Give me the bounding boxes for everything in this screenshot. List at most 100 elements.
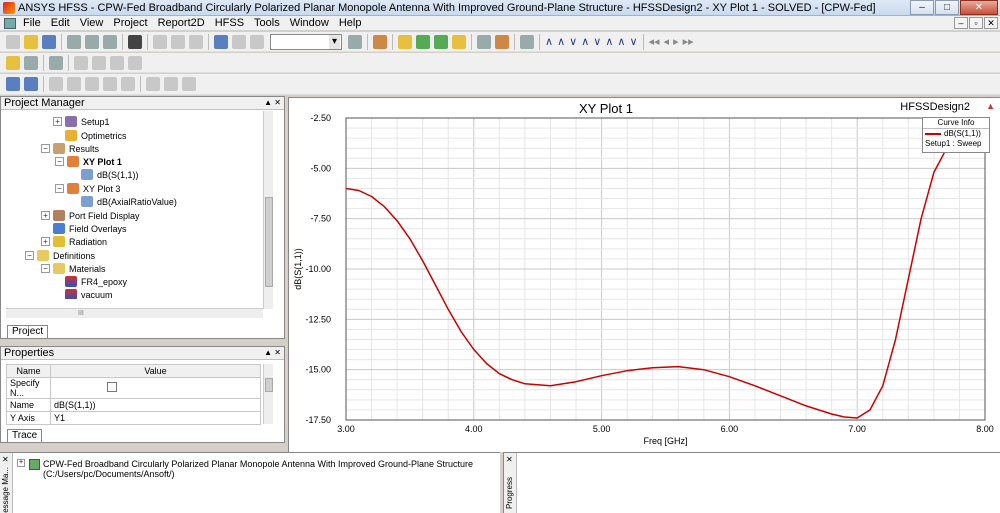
tree-item-radiation[interactable]: + Radiation xyxy=(41,235,107,248)
table-row[interactable]: Name dB(S(1,1)) xyxy=(6,398,261,412)
message-project-entry[interactable]: + CPW-Fed Broadband Circularly Polarized… xyxy=(17,459,473,479)
specify-name-checkbox[interactable] xyxy=(107,382,117,392)
tree-expander[interactable]: + xyxy=(41,211,50,220)
radiation-icon[interactable] xyxy=(452,34,466,49)
marker-right-peak-icon[interactable]: ∧ xyxy=(617,35,626,48)
mdi-minimize-button[interactable]: – xyxy=(954,17,968,29)
table-row[interactable]: Specify N... xyxy=(6,377,261,399)
previous-icon[interactable]: ◂ xyxy=(663,35,670,48)
new-file-icon[interactable] xyxy=(6,34,20,49)
show-icon[interactable] xyxy=(74,55,88,70)
select-by-name-icon[interactable] xyxy=(232,34,246,49)
tree-expander[interactable]: + xyxy=(53,117,62,126)
tree-item-fr4-epoxy[interactable]: FR4_epoxy xyxy=(65,275,127,288)
hide-all-icon[interactable] xyxy=(128,55,142,70)
tree-expander[interactable]: − xyxy=(55,157,64,166)
panel-header-buttons[interactable]: ▲ ✕ xyxy=(264,98,281,107)
tab-trace[interactable]: Trace xyxy=(7,429,43,442)
zoom-in-icon[interactable] xyxy=(103,77,117,91)
tree-item-definitions[interactable]: − Definitions xyxy=(25,249,95,262)
tree-item-materials[interactable]: − Materials xyxy=(41,262,106,275)
tree-expander[interactable]: + xyxy=(41,237,50,246)
marker-all-peaks-icon[interactable]: ∧ xyxy=(581,35,590,48)
fit-selection-icon[interactable] xyxy=(164,77,178,91)
curve-info-legend[interactable]: Curve Info dB(S(1,1)) Setup1 : Sweep xyxy=(922,117,990,153)
paste-icon[interactable] xyxy=(103,34,117,49)
pan-icon[interactable] xyxy=(49,77,63,91)
menu-view[interactable]: View xyxy=(79,17,104,29)
tree-item-field-overlays[interactable]: Field Overlays xyxy=(53,222,127,235)
tree-expander[interactable]: − xyxy=(41,264,50,273)
menu-hfss[interactable]: HFSS xyxy=(214,17,245,29)
tree-item-optimetrics[interactable]: Optimetrics xyxy=(53,129,127,142)
marker-next-peak-icon[interactable]: ∧ xyxy=(557,35,566,48)
undo-icon[interactable] xyxy=(171,34,185,49)
copy-icon[interactable] xyxy=(85,34,99,49)
tree-item-trace-s11[interactable]: dB(S(1,1)) xyxy=(81,168,139,181)
zoom-out-icon[interactable] xyxy=(121,77,135,91)
scrollbar-thumb[interactable] xyxy=(265,378,273,392)
tree-item-xy-plot-1[interactable]: − XY Plot 1 xyxy=(55,155,122,168)
tree-item-vacuum[interactable]: vacuum xyxy=(65,288,113,299)
minimize-button[interactable]: – xyxy=(910,0,934,15)
menu-report2d[interactable]: Report2D xyxy=(157,17,205,29)
scrollbar-thumb[interactable] xyxy=(265,197,273,287)
marker-left-min-icon[interactable]: ∨ xyxy=(629,35,638,48)
table-row[interactable]: Y Axis Y1 xyxy=(6,411,261,425)
marker-peak-icon[interactable]: ∧ xyxy=(545,35,554,48)
results-icon[interactable] xyxy=(416,34,430,49)
menu-project[interactable]: Project xyxy=(113,17,148,29)
menu-help[interactable]: Help xyxy=(338,17,362,29)
menu-window[interactable]: Window xyxy=(289,17,329,29)
rotate-icon[interactable] xyxy=(24,77,38,91)
document-icon[interactable] xyxy=(4,17,16,29)
rotate-view-icon[interactable] xyxy=(67,77,81,91)
last-icon[interactable]: ▸▸ xyxy=(682,35,694,48)
tree-item-trace-axial-ratio[interactable]: dB(AxialRatioValue) xyxy=(81,195,177,208)
dynamic-zoom-icon[interactable] xyxy=(85,77,99,91)
tree-horizontal-scrollbar[interactable]: III xyxy=(6,308,263,318)
menu-file[interactable]: File xyxy=(23,17,41,29)
data-table-icon[interactable] xyxy=(520,34,534,49)
view-icon[interactable] xyxy=(49,55,63,70)
cut-icon[interactable] xyxy=(67,34,81,49)
tree-item-xy-plot-3[interactable]: − XY Plot 3 xyxy=(55,182,120,195)
select-face-icon[interactable] xyxy=(24,55,38,70)
orient-icon[interactable] xyxy=(6,77,20,91)
field-overlay-icon[interactable] xyxy=(434,34,448,49)
show-all-icon[interactable] xyxy=(110,55,124,70)
print-icon[interactable] xyxy=(128,34,142,49)
tree-item-port-field-display[interactable]: + Port Field Display xyxy=(41,209,140,222)
mdi-restore-button[interactable]: ▫ xyxy=(969,17,983,29)
tree-item-setup1[interactable]: + Setup1 xyxy=(53,115,110,128)
select-icon[interactable] xyxy=(214,34,228,49)
object-select-combo[interactable] xyxy=(270,33,342,50)
tree-item-results[interactable]: − Results xyxy=(41,142,99,155)
tab-project[interactable]: Project xyxy=(7,325,49,338)
property-value[interactable]: dB(S(1,1)) xyxy=(50,398,261,412)
marker-left-peak-icon[interactable]: ∧ xyxy=(605,35,614,48)
property-value[interactable]: Y1 xyxy=(50,411,261,425)
menu-edit[interactable]: Edit xyxy=(50,17,70,29)
redo-icon[interactable] xyxy=(189,34,203,49)
open-folder-icon[interactable] xyxy=(24,34,38,49)
delete-icon[interactable] xyxy=(153,34,167,49)
message-manager-close[interactable]: ✕ xyxy=(2,455,9,464)
select-object-icon[interactable] xyxy=(6,55,20,70)
axis-icon[interactable] xyxy=(182,77,196,91)
report-icon[interactable] xyxy=(495,34,509,49)
analyze-icon[interactable] xyxy=(398,34,412,49)
model-dropdown-icon[interactable] xyxy=(250,34,264,49)
maximize-button[interactable]: □ xyxy=(935,0,959,15)
mdi-close-button[interactable]: ✕ xyxy=(984,17,998,29)
tree-vertical-scrollbar[interactable] xyxy=(263,111,273,309)
progress-close[interactable]: ✕ xyxy=(506,455,513,464)
properties-vertical-scrollbar[interactable] xyxy=(263,364,273,424)
marker-min-icon[interactable]: ∨ xyxy=(569,35,578,48)
close-button[interactable]: ✕ xyxy=(960,0,998,15)
marker-all-mins-icon[interactable]: ∨ xyxy=(593,35,602,48)
measure-icon[interactable] xyxy=(348,34,362,49)
marker-icon[interactable] xyxy=(477,34,491,49)
next-icon[interactable]: ▸ xyxy=(673,35,679,48)
tree-expander[interactable]: + xyxy=(17,459,25,467)
